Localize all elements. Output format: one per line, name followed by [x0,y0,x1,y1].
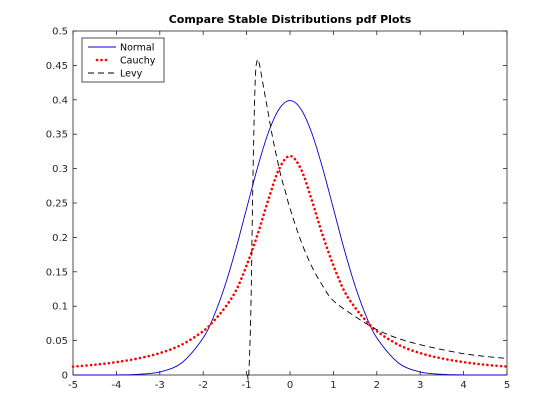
x-tick-label: 0 [287,380,293,391]
x-tick-label: 1 [330,380,336,391]
y-tick-label: 0 [62,371,68,382]
legend: Normal Cauchy Levy [81,37,165,83]
y-tick-label: 0.45 [46,61,68,72]
legend-box [81,37,165,83]
y-tick-label: 0.2 [52,233,68,244]
y-tick-label: 0.5 [52,27,68,38]
plot-area: -5 -4 -3 -2 -1 0 1 2 3 4 5 0 0.05 0.1 0.15 0.2 0.25 0.3 0.… [46,27,510,392]
x-tick-label: -3 [155,380,165,391]
y-tick-label: 0.3 [52,164,68,175]
y-tick-label: 0.15 [46,267,68,278]
y-tick-label: 0.25 [46,199,68,210]
y-tick-label: 0.05 [46,336,68,347]
y-tick-label: 0.35 [46,130,68,141]
y-tick-label: 0.4 [52,95,68,106]
series-line-normal [72,100,508,376]
series-line-cauchy [71,154,509,368]
x-tick-label: -2 [198,380,208,391]
y-tick-label: 0.1 [52,302,68,313]
legend-label-normal: Normal [120,43,154,54]
legend-label-levy: Levy [120,69,143,80]
x-tick-label: 3 [417,380,423,391]
chart-title: Compare Stable Distributions pdf Plots [169,13,412,26]
axes-box [72,30,508,376]
x-tick-label: -1 [242,380,252,391]
x-tick-label: 4 [460,380,466,391]
x-tick-label: 2 [374,380,380,391]
x-tick-label: -4 [111,380,121,391]
series-line-levy [246,58,508,381]
x-tick-label: -5 [68,380,78,391]
x-tick-label: 5 [504,380,510,391]
legend-label-cauchy: Cauchy [120,56,156,67]
